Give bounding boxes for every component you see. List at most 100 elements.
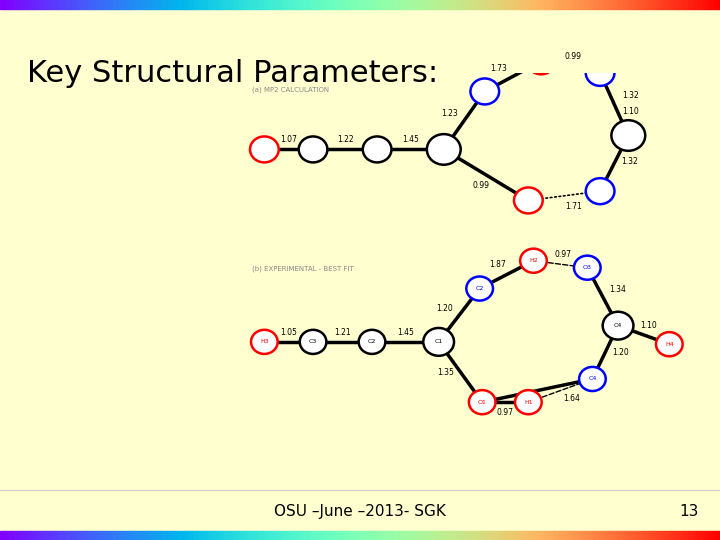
Bar <box>230 531 232 540</box>
Bar <box>144 0 145 9</box>
Bar <box>256 0 258 9</box>
Bar <box>248 0 251 9</box>
Bar <box>576 0 577 9</box>
Bar <box>719 0 720 9</box>
Bar <box>611 0 612 9</box>
Bar <box>691 531 693 540</box>
Bar <box>365 0 367 9</box>
Bar <box>158 0 161 9</box>
Bar <box>306 0 308 9</box>
Text: 1.20: 1.20 <box>612 348 629 357</box>
Bar <box>81 0 83 9</box>
Bar <box>272 531 274 540</box>
Bar <box>189 531 191 540</box>
Circle shape <box>359 330 385 354</box>
Bar <box>297 531 299 540</box>
Bar <box>229 0 230 9</box>
Bar <box>704 531 706 540</box>
Bar <box>187 0 189 9</box>
Bar <box>108 531 109 540</box>
Bar <box>337 531 338 540</box>
Bar <box>539 0 540 9</box>
Bar <box>666 0 668 9</box>
Bar <box>222 531 223 540</box>
Bar <box>268 531 270 540</box>
Bar <box>16 0 18 9</box>
Bar <box>215 531 216 540</box>
Bar <box>484 0 486 9</box>
Bar <box>274 0 276 9</box>
Bar <box>196 531 198 540</box>
Bar <box>484 531 486 540</box>
Bar <box>428 531 430 540</box>
Bar <box>409 0 410 9</box>
Bar <box>371 0 373 9</box>
Text: C1: C1 <box>434 339 443 345</box>
Bar <box>238 0 240 9</box>
Bar <box>315 531 317 540</box>
Bar <box>119 531 121 540</box>
Bar <box>438 0 439 9</box>
Bar <box>454 531 455 540</box>
Circle shape <box>586 178 614 204</box>
Circle shape <box>427 134 461 165</box>
Bar <box>673 0 675 9</box>
Bar <box>42 531 43 540</box>
Bar <box>89 0 90 9</box>
Text: C2: C2 <box>475 286 484 291</box>
Text: H1: H1 <box>524 400 533 404</box>
Bar <box>497 0 498 9</box>
Text: 1.35: 1.35 <box>438 368 454 376</box>
Bar <box>596 531 598 540</box>
Bar <box>390 531 392 540</box>
Bar <box>510 531 511 540</box>
Bar <box>635 0 637 9</box>
Bar <box>556 531 558 540</box>
Bar <box>505 0 508 9</box>
Bar <box>628 531 630 540</box>
Bar <box>503 531 504 540</box>
Bar <box>593 531 594 540</box>
Bar <box>549 531 551 540</box>
Bar <box>78 531 79 540</box>
Bar <box>344 531 346 540</box>
Bar <box>572 531 575 540</box>
Bar <box>346 0 347 9</box>
Bar <box>115 531 117 540</box>
Bar <box>239 0 241 9</box>
Bar <box>661 531 662 540</box>
Bar <box>553 0 554 9</box>
Bar <box>443 531 444 540</box>
Bar <box>657 531 659 540</box>
Bar <box>583 0 585 9</box>
Bar <box>9 531 11 540</box>
Bar <box>94 0 95 9</box>
Bar <box>524 0 526 9</box>
Bar <box>150 0 151 9</box>
Bar <box>428 0 430 9</box>
Bar <box>402 531 403 540</box>
Bar <box>649 0 652 9</box>
Bar <box>407 0 408 9</box>
Bar <box>577 0 580 9</box>
Bar <box>551 531 552 540</box>
Bar <box>563 531 565 540</box>
Bar <box>14 0 16 9</box>
Bar <box>315 0 317 9</box>
Bar <box>338 531 340 540</box>
Bar <box>475 531 477 540</box>
Bar <box>287 531 288 540</box>
Bar <box>457 531 459 540</box>
Bar <box>281 531 283 540</box>
Bar <box>400 531 402 540</box>
Bar <box>333 0 335 9</box>
Bar <box>49 0 50 9</box>
Bar <box>701 531 702 540</box>
Text: O3: O3 <box>582 265 592 270</box>
Bar <box>419 531 421 540</box>
Bar <box>347 531 349 540</box>
Circle shape <box>603 312 634 340</box>
Bar <box>83 0 85 9</box>
Bar <box>513 0 515 9</box>
Bar <box>340 531 342 540</box>
